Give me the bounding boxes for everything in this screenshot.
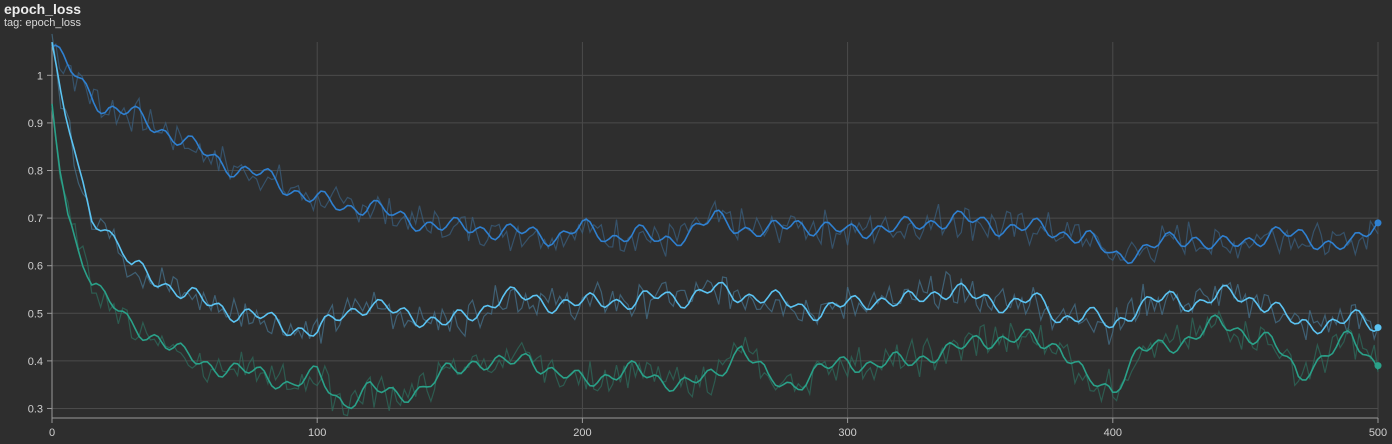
x-tick-label-3: 300	[838, 427, 856, 439]
series-2-line	[51, 103, 1379, 410]
x-tick-label-2: 200	[573, 427, 591, 439]
series-2-raw-line	[51, 107, 1379, 417]
chart-subtitle: tag: epoch_loss	[4, 17, 82, 29]
y-tick-label-7: 1	[37, 70, 43, 82]
y-tick-label-0: 0.3	[28, 403, 43, 415]
y-tick-label-5: 0.8	[28, 166, 43, 178]
y-tick-label-2: 0.5	[28, 308, 43, 320]
series-2-end-point	[1374, 362, 1382, 370]
series-1-raw-line	[51, 33, 1379, 345]
series-1-end-point	[1374, 324, 1382, 332]
x-tick-label-4: 400	[1104, 427, 1122, 439]
y-tick-label-6: 0.9	[28, 118, 43, 130]
series-1-line	[51, 42, 1379, 337]
x-tick-label-1: 100	[308, 427, 326, 439]
series-0-raw-line	[51, 43, 1379, 264]
series-0-end-point	[1374, 219, 1382, 227]
x-tick-label-5: 500	[1369, 427, 1387, 439]
y-tick-label-3: 0.6	[28, 261, 43, 273]
y-tick-label-1: 0.4	[28, 356, 43, 368]
series-0-line	[51, 44, 1379, 265]
chart-title: epoch_loss	[4, 1, 82, 17]
x-tick-label-0: 0	[49, 427, 55, 439]
y-tick-label-4: 0.7	[28, 213, 43, 225]
